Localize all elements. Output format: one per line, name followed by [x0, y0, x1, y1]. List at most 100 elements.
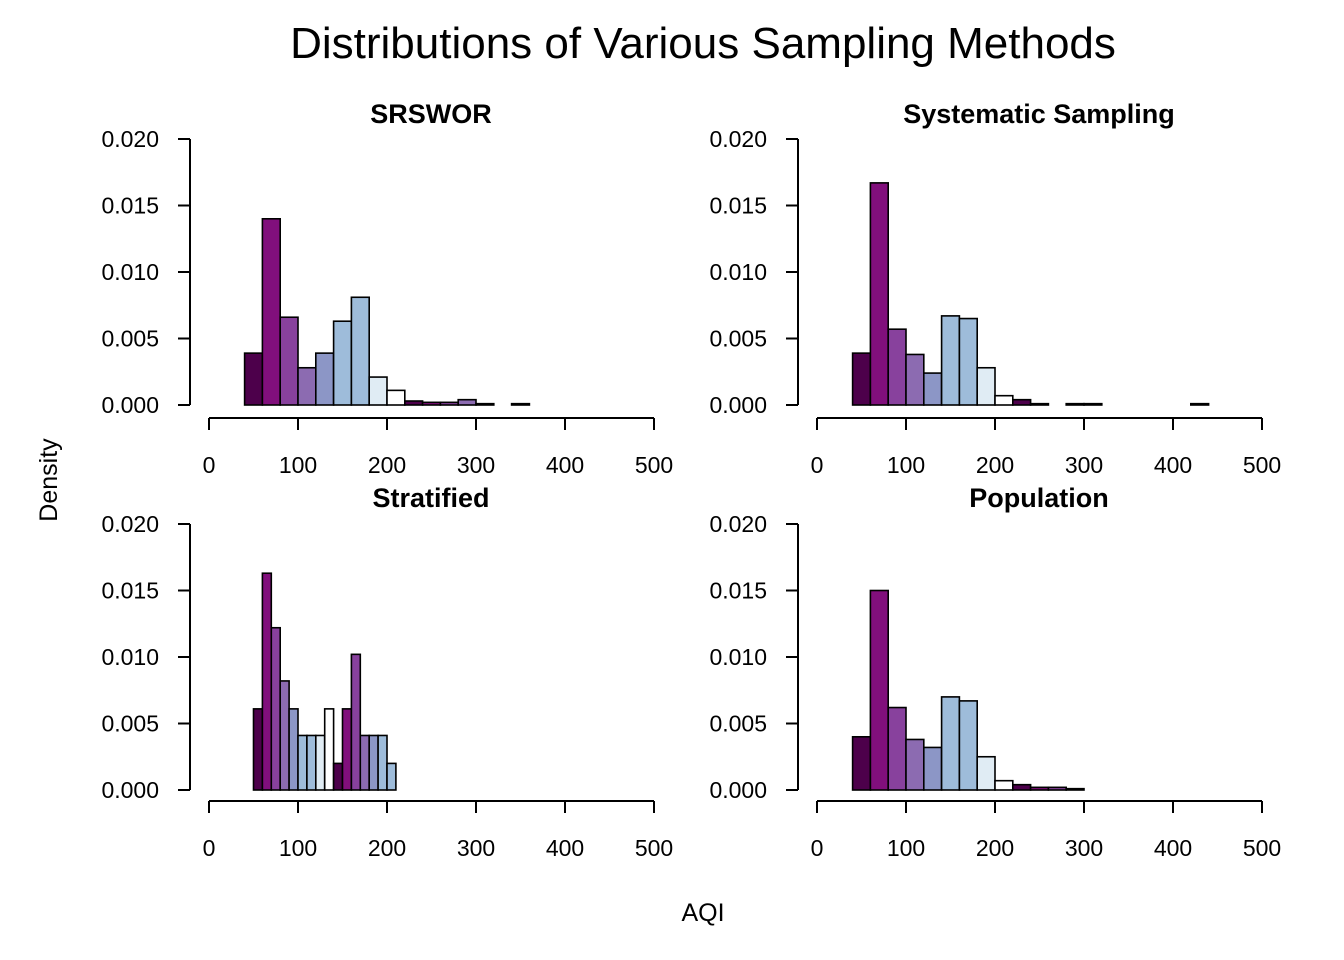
- histogram-bar: [279, 680, 290, 791]
- histogram-bar: [386, 762, 397, 791]
- x-tick-label: 400: [1154, 835, 1192, 861]
- y-tick-label: 0.005: [709, 326, 767, 352]
- panel-title: SRSWOR: [370, 99, 492, 129]
- histogram-bar: [306, 734, 317, 791]
- y-tick-label: 0.000: [709, 777, 767, 803]
- histogram-bar: [279, 316, 299, 406]
- x-tick-label: 100: [887, 452, 925, 478]
- y-tick-label: 0.005: [709, 711, 767, 737]
- panel-title: Population: [969, 483, 1108, 513]
- y-tick-label: 0.020: [101, 126, 159, 152]
- x-tick-label: 100: [279, 835, 317, 861]
- x-tick-label: 0: [203, 835, 216, 861]
- histogram-bar: [341, 708, 353, 791]
- histogram-bar: [1011, 398, 1032, 406]
- histogram-bar: [332, 762, 344, 791]
- x-tick-label: 500: [635, 835, 673, 861]
- histogram-bar: [421, 401, 442, 406]
- histogram-bar: [261, 218, 281, 406]
- y-tick-label: 0.005: [101, 326, 159, 352]
- histogram-bar: [958, 700, 979, 791]
- x-tick-label: 100: [887, 835, 925, 861]
- x-tick-label: 300: [1065, 452, 1103, 478]
- histogram-bar: [359, 734, 370, 791]
- histogram-bar: [940, 315, 961, 406]
- histogram-bar: [976, 366, 996, 406]
- histogram-bar: [403, 400, 424, 406]
- histogram-bar: [457, 398, 477, 406]
- histogram-bar: [1029, 786, 1050, 791]
- x-tick-label: 200: [368, 452, 406, 478]
- histogram-bar: [851, 352, 872, 406]
- histogram-bar: [994, 779, 1014, 791]
- figure-title: Distributions of Various Sampling Method…: [290, 19, 1116, 68]
- histogram-bar: [940, 696, 961, 791]
- histogram-bar: [1065, 787, 1085, 791]
- y-tick-label: 0.000: [101, 392, 159, 418]
- histogram-bar: [314, 352, 335, 406]
- x-tick-label: 500: [1243, 452, 1281, 478]
- histogram-bar: [994, 394, 1014, 406]
- y-tick-label: 0.005: [101, 711, 159, 737]
- x-tick-label: 0: [203, 452, 216, 478]
- y-tick-label: 0.010: [101, 259, 159, 285]
- y-tick-label: 0.010: [709, 644, 767, 670]
- histogram-bar: [377, 734, 388, 791]
- y-tick-label: 0.020: [709, 511, 767, 537]
- histogram-bar: [887, 706, 907, 791]
- x-tick-label: 0: [811, 835, 824, 861]
- x-tick-label: 200: [976, 835, 1014, 861]
- histogram-bar: [1083, 402, 1103, 406]
- x-tick-label: 200: [368, 835, 406, 861]
- histogram-bar: [368, 734, 379, 791]
- histogram-bar: [475, 402, 495, 406]
- panel-title: Systematic Sampling: [903, 99, 1175, 129]
- y-tick-label: 0.015: [101, 578, 159, 604]
- histogram-bar: [905, 738, 925, 791]
- panel-4: Population 0.000 0.005 0.010 0.015 0.020 0 100 2…: [709, 483, 1281, 861]
- panel-3: Stratified 0.000 0.005 0.010 0.015 0.020 0 100 2…: [101, 483, 673, 861]
- histogram-bar: [1047, 786, 1068, 791]
- x-axis-title: AQI: [681, 899, 724, 927]
- y-tick-label: 0.015: [101, 193, 159, 219]
- histogram-bar: [439, 401, 459, 406]
- panels-group: SRSWOR 0.000 0.005 0.010 0.015 0.020 0 100 200 30…: [101, 99, 1281, 861]
- histogram-bar: [368, 376, 388, 406]
- histogram-bar: [1190, 402, 1210, 406]
- x-tick-label: 500: [1243, 835, 1281, 861]
- x-tick-label: 500: [635, 452, 673, 478]
- x-tick-label: 300: [457, 835, 495, 861]
- histogram-bar: [350, 296, 370, 406]
- y-tick-label: 0.000: [709, 392, 767, 418]
- histogram-bar: [958, 317, 979, 406]
- y-tick-label: 0.010: [709, 259, 767, 285]
- histogram-bar: [869, 589, 890, 791]
- x-tick-label: 300: [457, 452, 495, 478]
- histogram-bar: [288, 708, 299, 791]
- x-tick-label: 200: [976, 452, 1014, 478]
- y-tick-label: 0.015: [709, 578, 767, 604]
- histogram-bar: [297, 734, 308, 791]
- histogram-bar: [261, 572, 273, 791]
- x-tick-label: 100: [279, 452, 317, 478]
- histogram-bar: [905, 353, 925, 406]
- y-tick-label: 0.020: [709, 126, 767, 152]
- histogram-bar: [243, 352, 264, 406]
- histogram-bar: [887, 328, 907, 406]
- histogram-bar: [851, 735, 872, 791]
- y-tick-label: 0.020: [101, 511, 159, 537]
- histogram-bar: [323, 708, 335, 791]
- histogram-bar: [297, 366, 317, 406]
- histogram-bar: [1065, 402, 1085, 406]
- x-tick-label: 300: [1065, 835, 1103, 861]
- panel-2: Systematic Sampling 0.000 0.005 0.010 0.015 0…: [709, 99, 1281, 478]
- x-tick-label: 0: [811, 452, 824, 478]
- histogram-bar: [1011, 783, 1032, 791]
- histogram-bar: [252, 708, 264, 791]
- histogram-bar: [510, 402, 531, 406]
- histogram-bar: [976, 755, 996, 791]
- y-tick-label: 0.010: [101, 644, 159, 670]
- panel-title: Stratified: [372, 483, 489, 513]
- x-tick-label: 400: [546, 835, 584, 861]
